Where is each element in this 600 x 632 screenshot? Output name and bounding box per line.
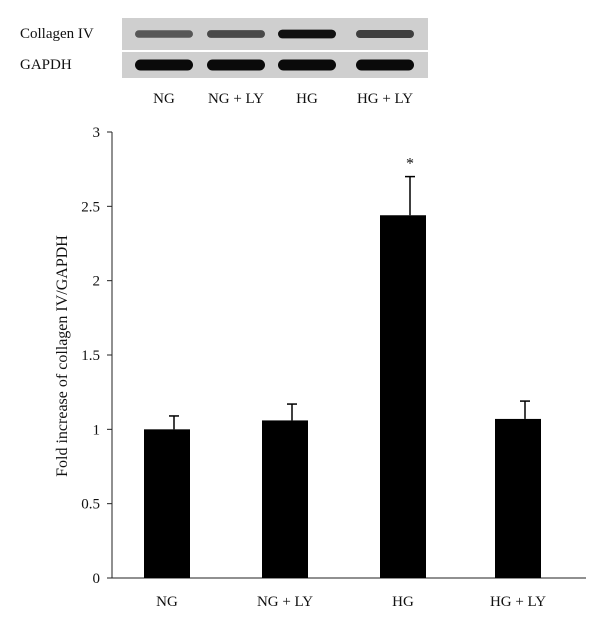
blot-row-label: GAPDH [20, 57, 72, 73]
blot-band [207, 30, 265, 38]
y-tick-label: 3 [93, 125, 101, 141]
blot-band [278, 59, 336, 71]
y-tick-label: 1.5 [81, 348, 100, 364]
blot-band [356, 30, 414, 38]
blot-lane-label: NG [153, 91, 175, 107]
x-tick-label: NG [156, 594, 178, 610]
significance-marker: * [406, 156, 414, 173]
y-tick-label: 0 [93, 571, 101, 587]
y-tick-label: 2.5 [81, 199, 100, 215]
y-tick-label: 1 [93, 422, 101, 438]
blot-lane-label: HG + LY [357, 91, 413, 107]
x-tick-label: HG [392, 594, 414, 610]
x-tick-label: HG + LY [490, 594, 546, 610]
bar [144, 429, 190, 578]
x-axis-tick-labels: NG NG + LY HG HG + LY [156, 594, 546, 610]
bar-chart: Fold increase of collagen IV/GAPDH 0 0.5 1… [54, 125, 586, 610]
western-blot-panel: Collagen IV GAPDH NG NG + LY HG HG + LY [20, 18, 428, 107]
bar [262, 420, 308, 578]
x-tick-label: NG + LY [257, 594, 313, 610]
blot-band [278, 29, 336, 39]
blot-band [356, 59, 414, 71]
y-tick-label: 2 [93, 274, 101, 290]
blot-row-label: Collagen IV [20, 26, 94, 42]
blot-band [207, 59, 265, 71]
blot-band [135, 30, 193, 38]
bars: * [144, 156, 541, 578]
blot-band [135, 59, 193, 71]
bar [495, 418, 541, 578]
y-tick-label: 0.5 [81, 497, 100, 513]
y-axis-label: Fold increase of collagen IV/GAPDH [54, 235, 71, 477]
bar [380, 215, 426, 578]
y-axis-ticks: 0 0.5 1 1.5 2 2.5 3 [81, 125, 112, 587]
blot-lane-label: NG + LY [208, 91, 264, 107]
blot-lane-label: HG [296, 91, 318, 107]
